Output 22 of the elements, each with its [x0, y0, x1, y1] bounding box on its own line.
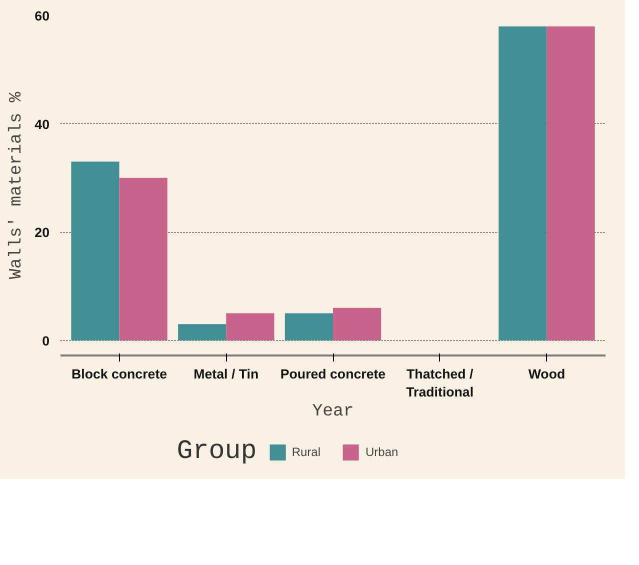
legend-title: Group [176, 437, 257, 467]
y-axis-title: Walls' materials % [8, 91, 27, 280]
bar [71, 162, 120, 340]
bar [546, 26, 595, 340]
legend-label: Urban [366, 444, 398, 458]
bar [284, 313, 333, 340]
x-tick-label: Wood [528, 366, 566, 382]
bar [498, 26, 547, 340]
y-tick-label: 60 [34, 8, 50, 24]
bar [226, 313, 274, 340]
x-tick-label: Block concrete [71, 366, 168, 382]
y-tick-label: 40 [34, 116, 50, 132]
x-tick-label: Metal / Tin [194, 366, 259, 382]
y-tick-label: 20 [34, 225, 50, 240]
bar [333, 308, 382, 340]
bar [178, 324, 226, 340]
x-axis-title: Year [312, 402, 354, 422]
x-tick-label: Poured concrete [280, 366, 386, 382]
x-tick-label: Thatched / Traditional [406, 366, 474, 400]
legend-label: Rural [292, 444, 320, 458]
y-tick-label: 0 [42, 333, 50, 348]
bar [119, 178, 168, 340]
